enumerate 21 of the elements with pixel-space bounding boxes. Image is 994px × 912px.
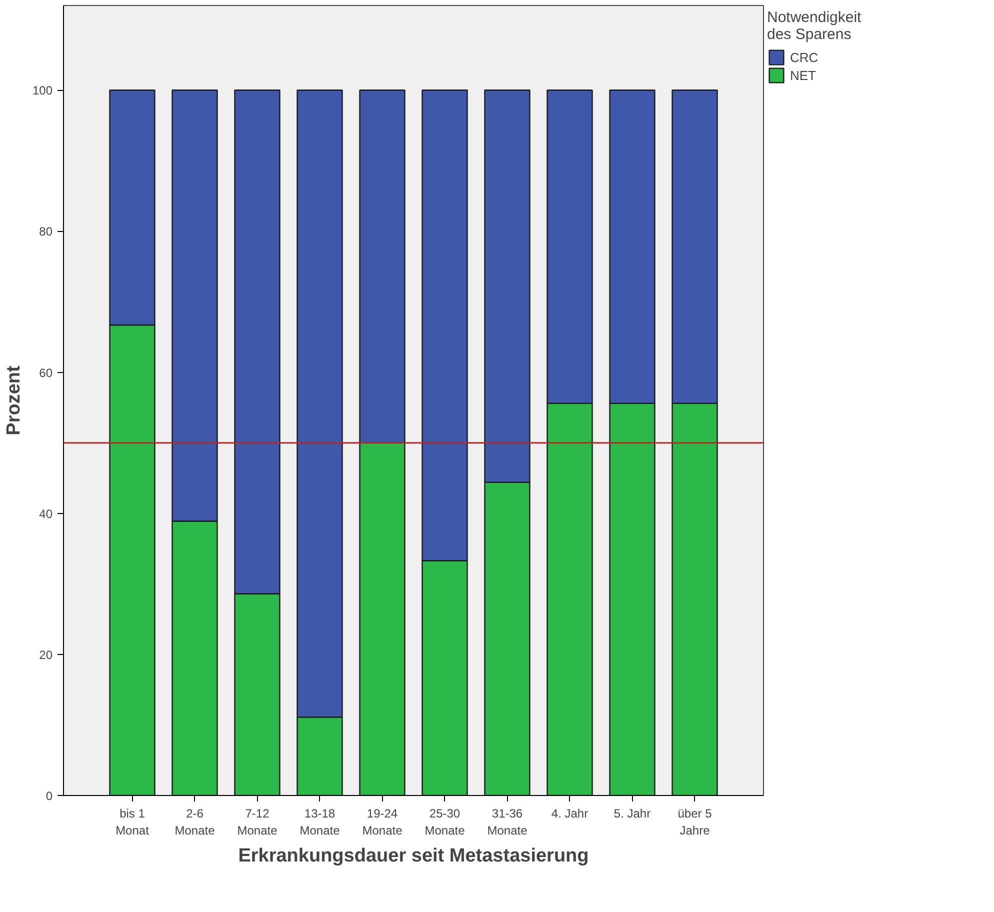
x-tick-label: 25-30 Monate [424,806,466,838]
x-tick-label: 2-6 Monate [174,806,216,838]
legend-label: CRC [790,50,818,64]
x-tick-label: bis 1 Monat [116,806,150,838]
x-tick-label: 7-12 Monate [237,806,278,838]
y-axis-title: Prozent [3,364,24,436]
y-tick-label: 100 [32,84,53,98]
x-tick-label: 31-36 Monate [487,806,528,838]
legend-label: NET [790,68,816,82]
y-tick-label: 20 [39,648,53,662]
y-tick-label: 40 [39,506,53,521]
y-tick-label: 0 [46,789,53,803]
x-axis-title: Erkrankungsdauer seit Metastasierung [238,845,589,866]
y-tick-label: 60 [39,366,53,380]
x-tick-label: 19-24 Monate [362,806,403,838]
x-tick-label: 5. Jahr [614,806,651,820]
legend-title: Notwendigkeit des Sparens [767,9,862,43]
x-tick-label: 13-18 Monate [300,806,340,838]
y-tick-label: 80 [39,224,53,239]
x-tick-label: 4. Jahr [551,806,588,820]
x-tick-label: über 5 Jahre [678,806,712,838]
